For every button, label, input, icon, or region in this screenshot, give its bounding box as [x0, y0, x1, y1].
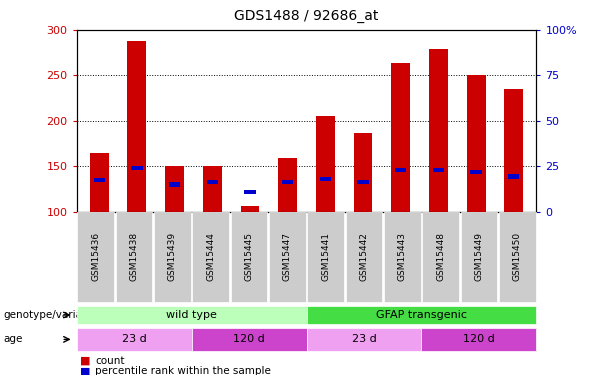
Bar	[203, 166, 222, 212]
Bar	[466, 75, 485, 212]
Text: GFAP transgenic: GFAP transgenic	[376, 310, 467, 320]
Text: 23 d: 23 d	[352, 334, 376, 344]
Text: count: count	[95, 356, 124, 366]
Bar	[429, 49, 448, 212]
Bar	[245, 190, 256, 194]
Bar	[320, 177, 331, 182]
Text: GSM15447: GSM15447	[283, 232, 292, 281]
Text: GSM15448: GSM15448	[436, 232, 445, 281]
Bar	[470, 170, 482, 174]
Text: GSM15439: GSM15439	[168, 232, 177, 281]
Text: ■: ■	[80, 356, 90, 366]
Bar	[391, 63, 410, 212]
Text: GSM15441: GSM15441	[321, 232, 330, 281]
Bar	[316, 116, 335, 212]
Text: GSM15444: GSM15444	[206, 232, 215, 281]
Bar	[508, 174, 519, 178]
Text: GSM15450: GSM15450	[512, 232, 522, 281]
Text: GSM15438: GSM15438	[129, 232, 139, 281]
Bar	[433, 168, 444, 172]
Text: GSM15442: GSM15442	[359, 232, 368, 281]
Text: 120 d: 120 d	[463, 334, 495, 344]
Text: GSM15436: GSM15436	[91, 232, 101, 281]
Text: percentile rank within the sample: percentile rank within the sample	[95, 366, 271, 375]
Bar	[282, 180, 293, 184]
Bar	[395, 168, 406, 172]
Bar	[504, 89, 523, 212]
Text: 120 d: 120 d	[233, 334, 265, 344]
Text: genotype/variation: genotype/variation	[3, 310, 102, 320]
Bar	[207, 180, 218, 184]
Text: 23 d: 23 d	[122, 334, 147, 344]
Text: GSM15443: GSM15443	[398, 232, 407, 281]
Bar	[165, 166, 184, 212]
Bar	[169, 182, 180, 187]
Bar	[240, 206, 259, 212]
Text: wild type: wild type	[166, 310, 217, 320]
Text: GDS1488 / 92686_at: GDS1488 / 92686_at	[234, 9, 379, 23]
Bar	[90, 153, 109, 212]
Bar	[94, 178, 105, 182]
Text: age: age	[3, 334, 23, 344]
Text: GSM15449: GSM15449	[474, 232, 484, 281]
Text: GSM15445: GSM15445	[245, 232, 254, 281]
Text: ■: ■	[80, 366, 90, 375]
Bar	[278, 158, 297, 212]
Bar	[357, 180, 368, 184]
Bar	[128, 41, 147, 212]
Bar	[131, 166, 143, 171]
Bar	[354, 133, 373, 212]
